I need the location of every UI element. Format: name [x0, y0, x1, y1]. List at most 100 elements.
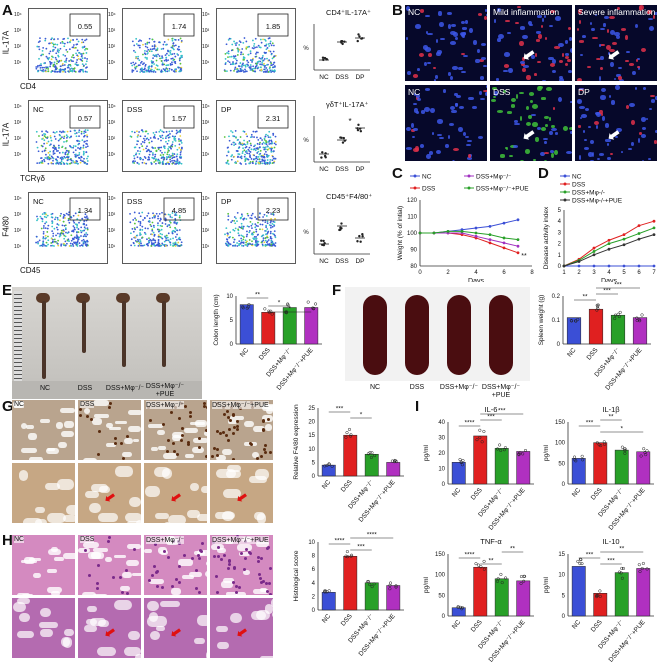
density-dot [130, 244, 133, 247]
fluorescent-cell [511, 97, 517, 103]
density-dot [257, 155, 260, 158]
density-dot [46, 231, 49, 233]
density-dot [264, 142, 267, 145]
density-dot [253, 45, 255, 47]
density-dot [39, 215, 42, 218]
density-dot [162, 156, 165, 159]
scatter-ylabel: % [303, 230, 309, 236]
density-dot [49, 50, 52, 53]
density-dot [134, 239, 137, 242]
fluorescent-cell [415, 96, 419, 100]
series-point [637, 224, 641, 228]
density-dot [155, 162, 157, 165]
density-dot [248, 139, 251, 142]
fluorescent-cell [615, 34, 621, 39]
density-dot [154, 147, 157, 149]
tissue-gap [122, 572, 133, 579]
density-dot [239, 217, 242, 220]
density-dot [172, 42, 175, 44]
density-dot [249, 52, 252, 55]
density-dot [252, 158, 255, 161]
axis-tick-label: 10⁴ [14, 12, 22, 18]
stained-cell [268, 581, 272, 585]
density-dot [229, 231, 232, 234]
y-tick-label: 0 [562, 482, 566, 488]
density-dot [161, 237, 164, 240]
density-dot [253, 154, 256, 157]
density-dot [55, 159, 58, 162]
density-dot [137, 57, 139, 60]
density-dot [142, 63, 144, 66]
density-dot [41, 150, 44, 153]
tissue-gap [200, 485, 207, 493]
legend-marker [563, 190, 567, 194]
panel-a-flow-cytometry: IL-17A CD4 0.55 10⁴ 10³ 10² 10¹ 1.74 10⁴ 10³ 10² 10… [0, 0, 390, 280]
density-dot [229, 63, 232, 66]
density-dot [248, 66, 251, 69]
tissue-gap [155, 625, 166, 631]
density-dot [152, 153, 154, 156]
density-dot [136, 130, 138, 133]
density-dot [272, 213, 275, 216]
density-dot [147, 69, 150, 72]
sig-stars: *** [498, 408, 506, 415]
fluorescent-cell [507, 31, 511, 34]
density-dot [153, 226, 155, 229]
density-dot [180, 142, 183, 144]
fluorescent-cell [650, 99, 656, 104]
density-dot [73, 221, 76, 224]
density-dot [255, 155, 258, 158]
density-dot [82, 235, 85, 238]
scatter-dot [321, 56, 325, 59]
density-dot [254, 46, 256, 49]
density-dot [135, 43, 138, 45]
density-dot [258, 143, 261, 146]
micrograph-label: NC [408, 87, 421, 97]
density-dot [146, 243, 149, 246]
density-dot [40, 63, 42, 65]
density-dot [174, 241, 177, 244]
density-dot [148, 156, 150, 159]
density-dot [268, 162, 271, 165]
density-dot [158, 68, 160, 71]
density-dot [66, 232, 69, 235]
density-dot [65, 212, 68, 215]
flow-density-plot: 0.55 [28, 8, 108, 80]
density-dot [76, 160, 79, 163]
fluorescent-cell [647, 10, 652, 14]
density-dot [83, 220, 86, 222]
density-dot [244, 143, 247, 146]
data-point [645, 449, 649, 453]
fluorescent-cell [536, 60, 541, 63]
density-dot [238, 43, 241, 46]
density-dot [86, 139, 88, 142]
density-dot [142, 148, 145, 151]
density-dot [47, 239, 50, 242]
fluorescent-cell [507, 68, 513, 74]
data-point [496, 577, 500, 581]
density-dot [157, 224, 159, 227]
legend-marker [467, 186, 471, 190]
density-dot [243, 155, 246, 158]
data-point [641, 561, 645, 566]
density-dot [132, 219, 135, 221]
axis-tick-label: 10³ [202, 28, 210, 34]
density-dot [58, 146, 60, 149]
density-dot [155, 49, 157, 52]
stained-cell [266, 589, 270, 593]
density-dot [59, 157, 62, 159]
scatter-dot [358, 234, 361, 238]
density-dot [230, 143, 233, 146]
photo-label: DSS+Mφ⁻/⁻ +PUE [145, 383, 185, 398]
density-dot [171, 232, 174, 235]
density-dot [224, 63, 227, 65]
density-dot [174, 39, 177, 41]
data-point [475, 438, 479, 442]
tissue-gap [206, 561, 207, 566]
density-dot [180, 66, 183, 69]
density-dot [273, 230, 276, 233]
density-dot [157, 238, 160, 241]
data-point [574, 459, 578, 463]
tissue-gap [252, 589, 269, 594]
